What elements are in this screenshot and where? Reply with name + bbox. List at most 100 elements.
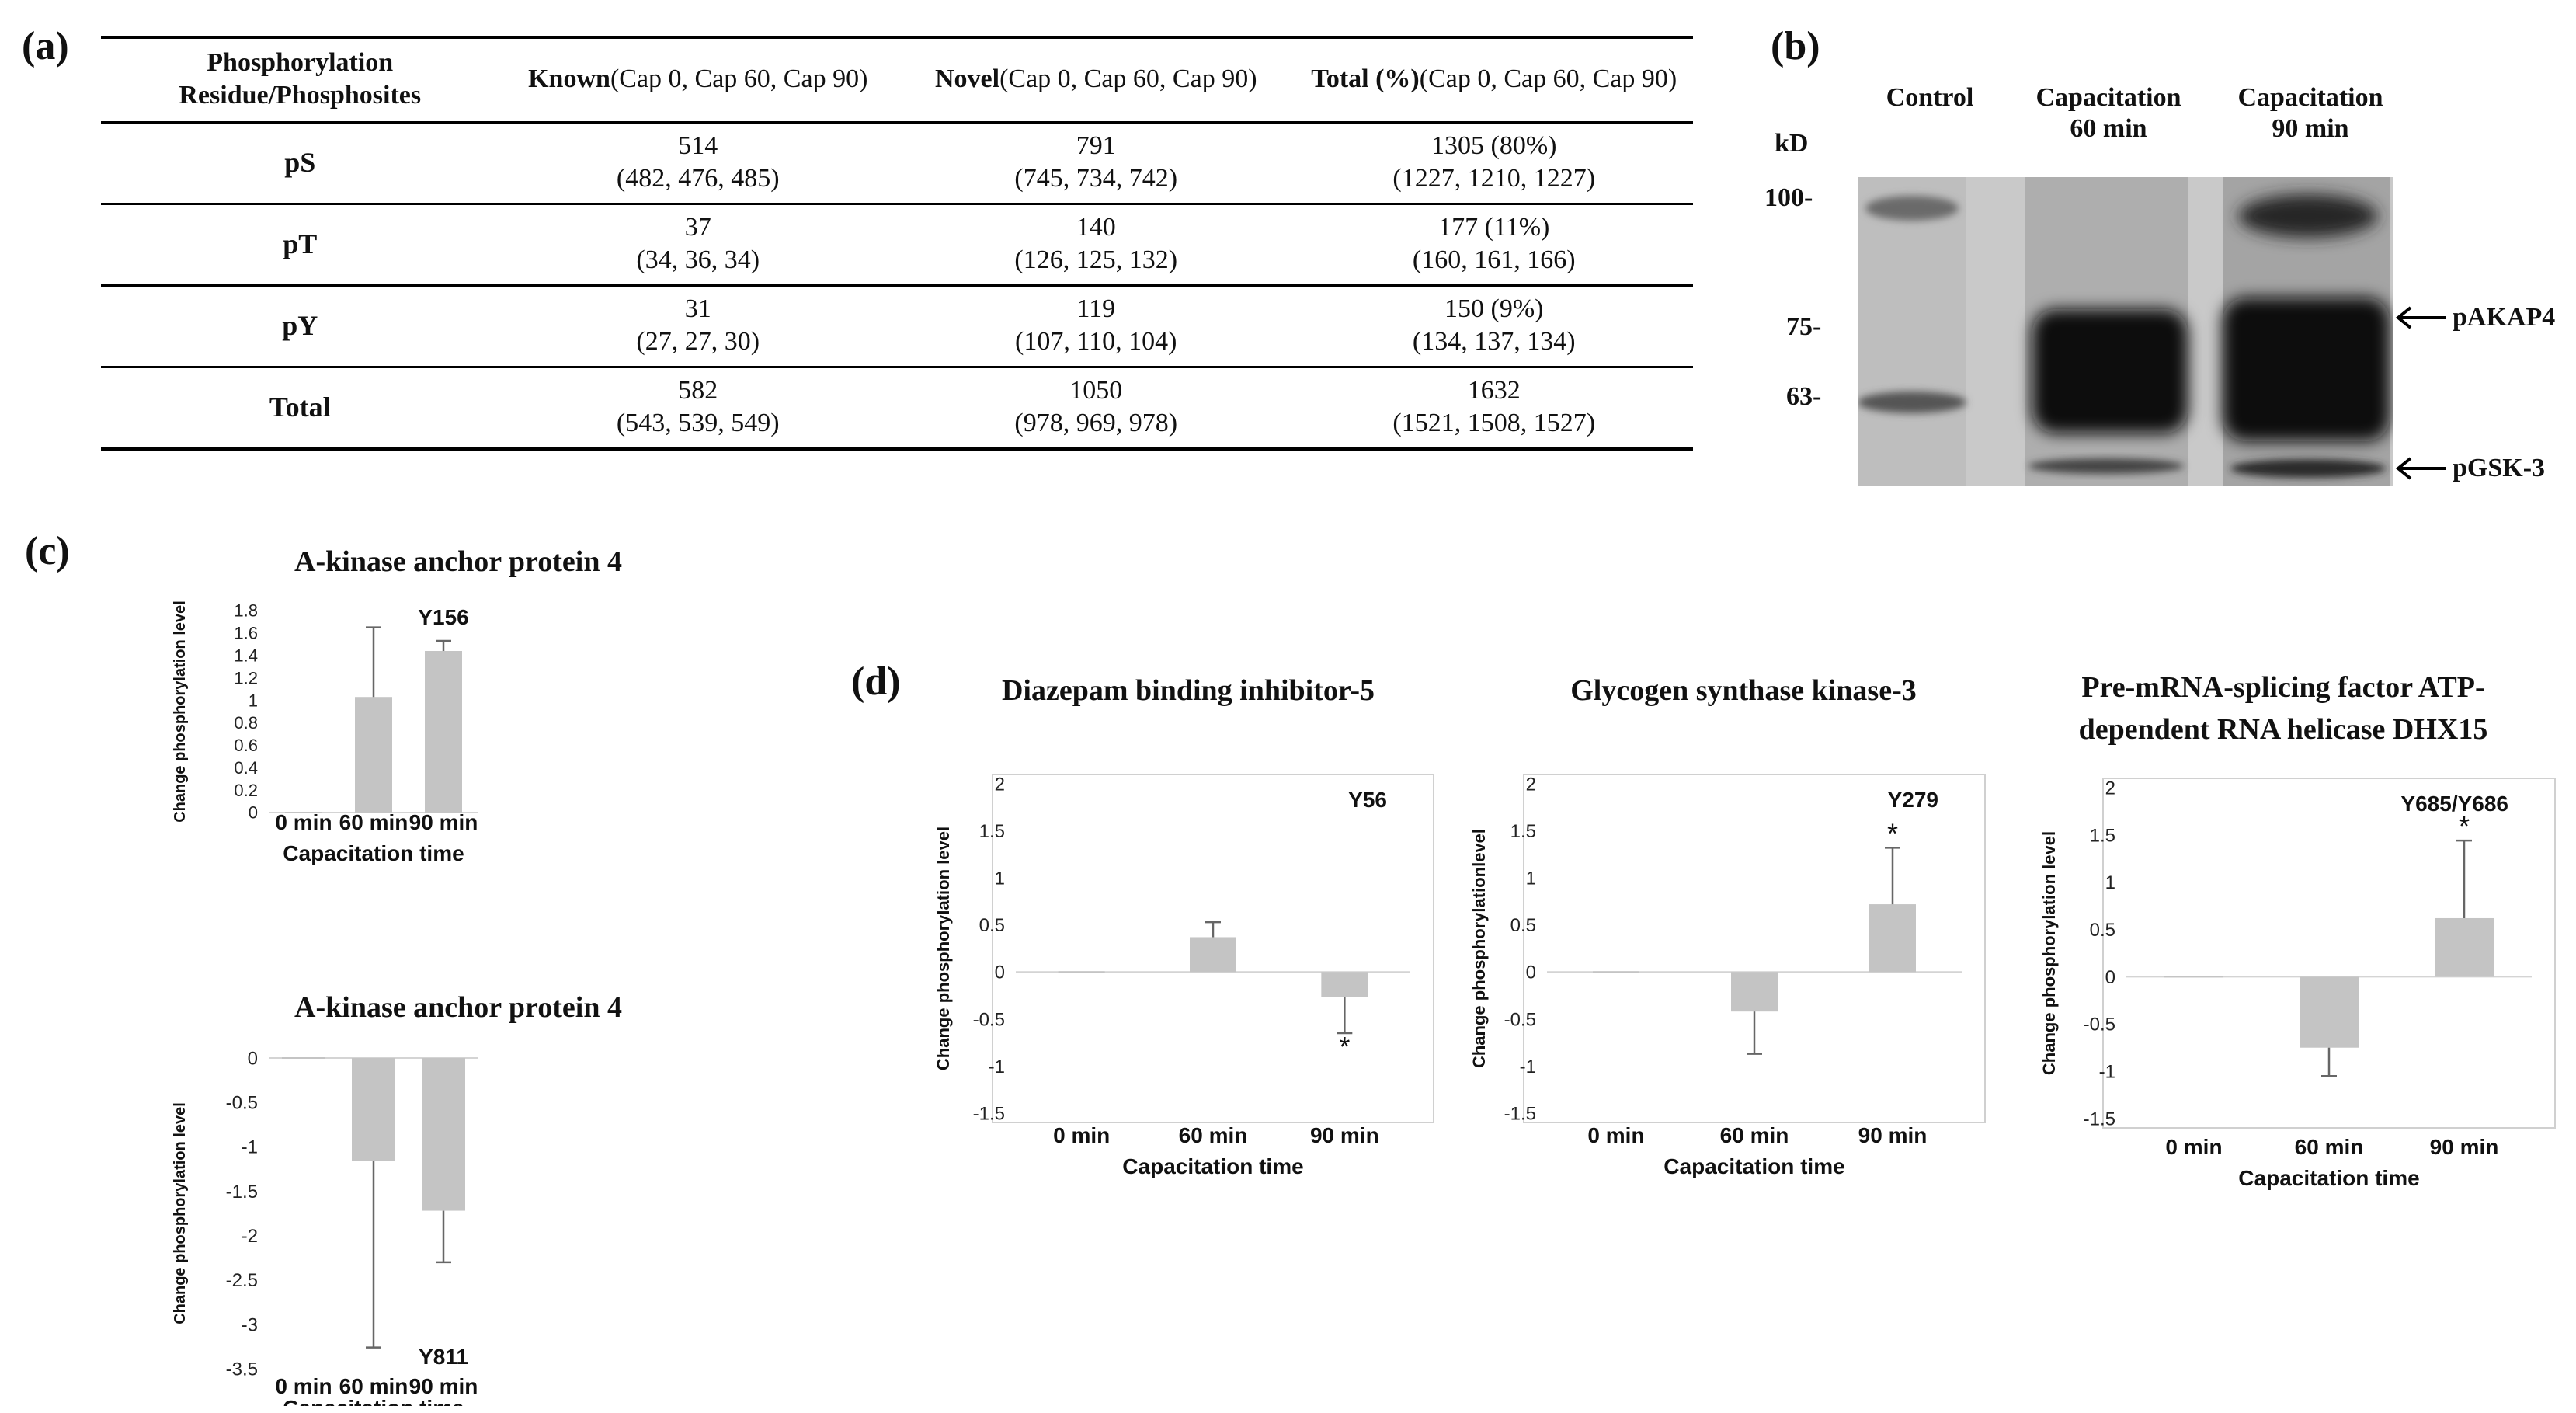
y-tick-label: -1 [989,1056,1005,1077]
y-axis-label: Change phosphorylation level [172,1102,189,1324]
chart-title-c2: A-kinase anchor protein 4 [294,991,622,1024]
y-tick-label: -0.5 [226,1093,258,1114]
x-category-label: 60 min [2295,1135,2364,1159]
y-tick-label: -3 [242,1314,258,1335]
band-pakap4-90 [2223,298,2390,441]
band-pgsk3-60 [2028,458,2184,474]
panel-label-d: (d) [851,660,901,704]
band-label-pakap4: pAKAP4 [2453,303,2556,332]
header-total: Total (%)(Cap 0, Cap 60, Cap 90) [1311,64,1677,93]
cell-novel: 140 (126, 125, 132) [1014,213,1178,274]
y-tick-label: 1.8 [234,601,258,621]
cell-total: 150 (9%) (134, 137, 134) [1412,294,1576,356]
y-tick-label: -2.5 [226,1270,258,1291]
x-category-label: 90 min [409,810,478,834]
plot-frame [2102,778,2556,1129]
x-axis-label: Capacitation time [1122,1154,1303,1178]
y-tick-label: 0 [249,803,258,823]
y-tick-label: -1.5 [973,1103,1005,1124]
y-tick-label: -1 [2099,1062,2115,1083]
bar-90-min [2435,917,2494,977]
x-category-label: 60 min [339,810,408,834]
bar-0-min [2164,976,2223,978]
x-axis-label: Capacitation time [283,1396,464,1406]
band-control-100 [1865,196,1959,221]
arrow-pgsk3 [2395,457,2446,480]
bar-60-min [2300,976,2359,1048]
chart-c1-akap4-y156: 0 0.2 0.4 0.6 0.8 1 1.2 1.4 1.6 1.8 0 min 60 min 90 … [172,600,478,865]
y-tick-label: 1.4 [234,646,258,665]
x-category-label: 0 min [275,1374,332,1398]
y-tick-label: 2 [2105,778,2115,799]
plot-frame [1523,774,1986,1123]
arrow-pakap4 [2395,306,2446,329]
cell-known: 582 (543, 539, 549) [616,376,780,437]
x-category-label: 0 min [2165,1135,2222,1159]
bar-0-min [282,1057,325,1059]
bar-90-min [1321,972,1368,997]
y-tick-label: 1 [2105,872,2115,893]
chart-title-c1: A-kinase anchor protein 4 [294,545,622,578]
site-label: Y56 [1348,788,1387,812]
y-tick-label: -1.5 [226,1182,258,1202]
table-row: pY 31 (27, 27, 30) 119 (107, 110, 104) 150… [101,285,1693,367]
y-tick-label: 1 [1526,868,1536,889]
bar-0-min [285,812,322,813]
x-category-label: 60 min [1179,1123,1248,1147]
y-tick-label: 0.6 [234,736,258,755]
band-control-63 [1858,392,1966,413]
significance-star: * [1339,1031,1350,1063]
chart-title-d1: Diazepam binding inhibitor-5 [1001,674,1375,707]
x-category-label: 90 min [409,1374,478,1398]
marker-100: 100- [1764,183,1813,212]
cell-known: 37 (34, 36, 34) [636,213,760,274]
y-tick-label: 1.6 [234,624,258,643]
y-tick-label: 1.5 [1510,821,1536,842]
x-axis-label: Capacitation time [1663,1154,1844,1178]
y-tick-label: -3.5 [226,1359,258,1380]
chart-d2-gsk3-y279: 2 1.5 1 0.5 0 -0.5 -1 -1.5 * 0 min 60 min 90 min Cap… [1469,774,1986,1178]
significance-star: * [1887,817,1898,849]
cell-total: 177 (11%) (160, 161, 166) [1412,213,1576,274]
cell-novel: 1050 (978, 969, 978) [1014,376,1178,437]
y-tick-label: 0.5 [1510,915,1536,936]
site-label: Y685/Y686 [2400,792,2508,816]
x-category-label: 90 min [1858,1123,1928,1147]
bar-0-min [1593,971,1639,973]
y-axis-label: Change phosphorylation level [172,600,189,823]
y-tick-label: 2 [1526,774,1536,795]
bar-0-min [1058,971,1105,973]
table-row: Total 582 (543, 539, 549) 1050 (978, 969, … [101,367,1693,449]
band-label-pgsk3: pGSK-3 [2453,454,2546,482]
chart-c2-akap4-y811: 0 -0.5 -1 -1.5 -2 -2.5 -3 -3.5 0 min 60 min 90 min… [172,1048,478,1406]
x-category-label: 0 min [1587,1123,1644,1147]
y-axis-label: Change phosphorylationlevel [1469,829,1489,1068]
y-tick-label: 1.5 [2090,825,2115,846]
phosphosite-table: Phosphorylation Residue/Phosphosites Kno… [101,36,1693,451]
row-label: pT [283,228,318,259]
x-category-label: 0 min [275,810,332,834]
marker-75: 75- [1786,312,1822,341]
y-tick-label: -0.5 [2084,1015,2115,1035]
chart-title-d2: Glycogen synthase kinase-3 [1570,674,1917,707]
chart-d3-dhx15-y685: 2 1.5 1 0.5 0 -0.5 -1 -1.5 * 0 min 60 min 90 min Cap… [2039,778,2556,1190]
y-tick-label: -0.5 [973,1009,1005,1030]
y-tick-label: 1.5 [979,821,1005,842]
y-tick-label: -0.5 [1504,1009,1536,1030]
y-axis-label: Change phosphorylation level [2039,831,2059,1075]
y-tick-label: -1.5 [2084,1108,2115,1129]
chart-d1-dbi5-y56: 2 1.5 1 0.5 0 -0.5 -1 -1.5 * 0 min 60 min 90 min Cap… [933,774,1434,1178]
x-category-label: 60 min [339,1374,408,1398]
row-label: pY [282,310,318,341]
y-axis-label: Change phosphorylation level [933,827,953,1070]
site-label: Y279 [1888,788,1938,812]
row-label: pS [284,147,316,178]
lane-label-cap60: Capacitation 60 min [2035,83,2181,143]
bar-60-min [1731,972,1778,1012]
row-label: Total [269,392,331,423]
y-tick-label: 1.2 [234,668,258,687]
y-tick-label: -1 [1520,1056,1536,1077]
band-90-100 [2238,194,2378,238]
panel-label-a: (a) [22,24,69,68]
lane-shade-control [1858,177,1966,486]
